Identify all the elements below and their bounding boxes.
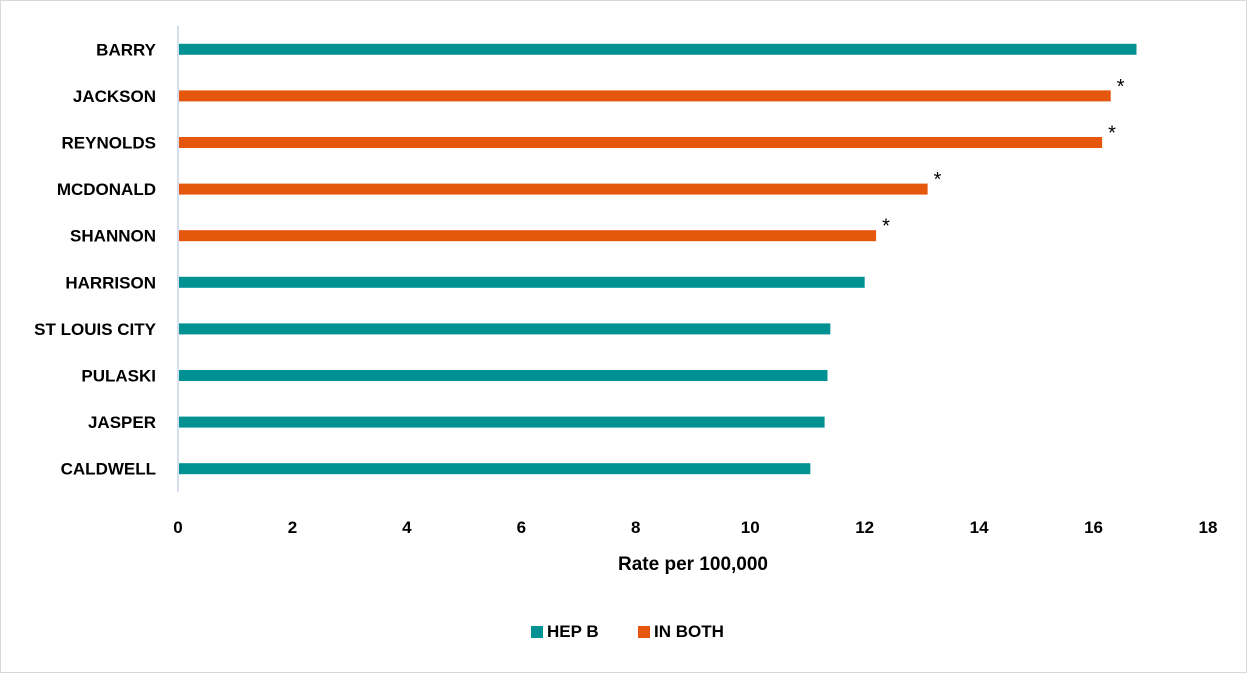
bar-shannon	[179, 230, 877, 242]
bar-caldwell	[179, 463, 811, 475]
x-tick-2: 2	[288, 518, 297, 537]
x-tick-12: 12	[855, 518, 874, 537]
bar-harrison	[179, 276, 865, 288]
x-tick-0: 0	[173, 518, 182, 537]
bar-reynolds	[179, 137, 1103, 148]
annotation-mcdonald: *	[934, 169, 942, 191]
category-label-reynolds: REYNOLDS	[62, 134, 156, 153]
x-axis-title: Rate per 100,000	[618, 554, 768, 575]
annotation-reynolds: *	[1108, 123, 1116, 145]
x-tick-labels: 0 2 4 6 8 10 12 14 16 18	[173, 518, 1217, 537]
bar-barry	[179, 43, 1137, 55]
category-label-barry: BARRY	[96, 40, 156, 59]
annotation-shannon: *	[882, 216, 890, 238]
bar-jackson	[179, 90, 1111, 102]
category-labels: BARRY JACKSON REYNOLDS MCDONALD SHANNON HARRI…	[34, 40, 157, 478]
category-label-shannon: SHANNON	[70, 227, 156, 246]
x-tick-18: 18	[1199, 518, 1218, 537]
legend-label-in-both: IN BOTH	[654, 622, 724, 641]
annotation-jackson: *	[1117, 76, 1125, 98]
bar-st-louis-city	[179, 323, 831, 335]
category-label-jasper: JASPER	[88, 413, 156, 432]
bar-jasper	[179, 416, 825, 428]
legend-swatch-hep-b	[531, 626, 543, 638]
category-label-st-louis-city: ST LOUIS CITY	[34, 320, 157, 339]
x-tick-6: 6	[517, 518, 526, 537]
x-tick-8: 8	[631, 518, 640, 537]
legend-label-hep-b: HEP B	[547, 622, 599, 641]
annotation-labels: * * * *	[882, 76, 1125, 238]
bar-pulaski	[179, 370, 828, 381]
category-label-mcdonald: MCDONALD	[57, 180, 156, 199]
category-label-caldwell: CALDWELL	[61, 460, 156, 479]
x-tick-16: 16	[1084, 518, 1103, 537]
legend: HEP B IN BOTH	[531, 622, 724, 641]
x-tick-4: 4	[402, 518, 412, 537]
bar-mcdonald	[179, 183, 928, 195]
legend-swatch-in-both	[638, 626, 650, 638]
category-label-jackson: JACKSON	[73, 87, 156, 106]
bars-layer	[179, 43, 1137, 475]
x-tick-10: 10	[741, 518, 760, 537]
x-tick-14: 14	[970, 518, 989, 537]
category-label-harrison: HARRISON	[65, 273, 156, 292]
category-label-pulaski: PULASKI	[81, 367, 156, 386]
